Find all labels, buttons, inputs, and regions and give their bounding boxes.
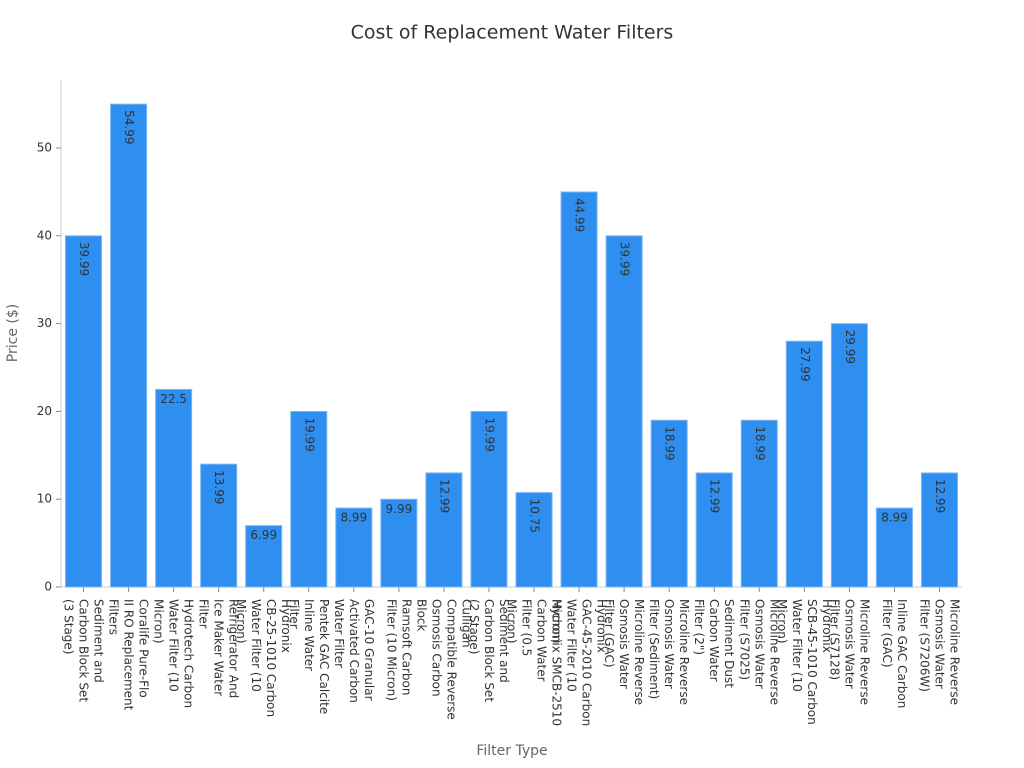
bar (515, 492, 553, 588)
value-label: 8.99 (340, 511, 367, 525)
value-label: 18.99 (753, 426, 767, 460)
value-label: 8.99 (881, 511, 908, 525)
x-tick-label: Microline ReverseOsmosis WaterFilter (S7… (738, 599, 782, 705)
value-label: 22.5 (160, 392, 187, 406)
value-label: 19.99 (482, 417, 496, 451)
bar (155, 388, 193, 588)
x-tick-label: HydronixCB-25-1010 CarbonWater Filter (1… (235, 599, 294, 717)
bar (875, 507, 913, 588)
value-label: 18.99 (663, 426, 677, 460)
x-tick-label: HydronixGAC-45-2010 CarbonWater Filter (… (550, 599, 609, 726)
x-tick-label: Microline ReverseOsmosis WaterFilter (GA… (603, 599, 647, 705)
x-tick-label: Pentek GAC CalciteInline WaterFilter (287, 599, 331, 714)
x-tick-label: Sediment andCarbon Block Set(3 Stage) (62, 599, 106, 702)
bar (380, 498, 418, 588)
bar (425, 472, 463, 588)
value-label: 39.99 (618, 242, 632, 276)
bar (920, 472, 958, 588)
value-label: 6.99 (250, 528, 277, 542)
bar (560, 191, 598, 588)
x-tick-label: GAC-10 GranularActivated CarbonWater Fil… (332, 599, 376, 703)
x-tick-label: Sediment andCarbon Block Set(2 Stage) (467, 599, 511, 702)
bar (65, 235, 103, 588)
x-axis-label: Filter Type (476, 743, 547, 759)
x-tick-label: Coralife Pure-FloII RO ReplacementFilter… (107, 599, 151, 711)
x-tick-label: Hydronix SMCB-2510Carbon WaterFilter (0.… (505, 599, 564, 726)
bar (605, 235, 643, 588)
value-label: 54.99 (122, 110, 136, 144)
bar (335, 507, 373, 588)
bar (110, 103, 148, 588)
x-tick-label: Microline ReverseOsmosis WaterFilter (Se… (648, 599, 692, 705)
bar (470, 410, 508, 588)
y-tick-label: 40 (37, 228, 52, 242)
value-label: 39.99 (77, 242, 91, 276)
value-label: 19.99 (302, 417, 316, 451)
bar (245, 525, 283, 588)
bar (830, 323, 868, 588)
value-label: 27.99 (798, 347, 812, 381)
y-tick-label: 50 (37, 140, 52, 154)
value-label: 44.99 (573, 198, 587, 232)
x-tick-label: Hydrotech CarbonWater Filter (10Micron) (152, 599, 196, 708)
x-tick-label: Microline ReverseOsmosis WaterFilter (S7… (918, 599, 962, 705)
y-tick-label: 30 (37, 316, 52, 330)
bar (650, 419, 688, 588)
bar (740, 419, 778, 588)
value-label: 29.99 (843, 330, 857, 364)
x-tick-label: HydronixSCB-45-1010 CarbonWater Filter (… (775, 599, 834, 725)
bar (785, 340, 823, 588)
bar (290, 410, 328, 588)
x-tick-label: Microline ReverseOsmosis WaterFilter (S7… (828, 599, 872, 705)
bar (695, 472, 733, 588)
x-tick-label: Ramsoft CarbonFilter (10 Micron) (385, 599, 414, 701)
y-tick-label: 0 (44, 580, 52, 594)
bar (200, 463, 238, 588)
x-tick-label: CulliganCompatible ReverseOsmosis Carbon… (415, 599, 474, 720)
y-tick-label: 20 (37, 404, 52, 418)
x-tick-label: Sediment DustCarbon WaterFilter (2") (693, 599, 737, 688)
chart-title: Cost of Replacement Water Filters (351, 22, 674, 44)
value-label: 12.99 (708, 479, 722, 513)
x-tick-label: Inline GAC CarbonFilter (GAC) (880, 599, 909, 708)
value-label: 12.99 (437, 479, 451, 513)
value-label: 10.75 (528, 499, 542, 533)
value-label: 13.99 (212, 470, 226, 504)
y-tick-label: 10 (37, 492, 52, 506)
y-axis-label: Price ($) (5, 304, 21, 362)
value-label: 9.99 (386, 502, 413, 516)
x-tick-label: Refrigerator AndIce Maker WaterFilter (197, 599, 241, 698)
value-label: 12.99 (933, 479, 947, 513)
